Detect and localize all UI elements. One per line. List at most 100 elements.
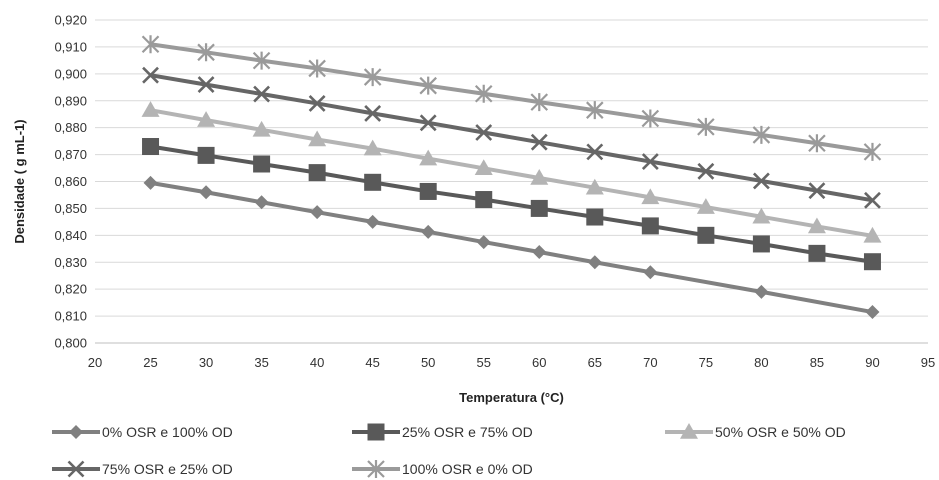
data-point [142,66,159,84]
x-tick-label: 35 [254,355,268,370]
data-point [475,191,493,209]
data-point [197,146,215,164]
legend-label: 25% OSR e 75% OD [402,424,533,440]
data-point [697,226,715,244]
y-tick-labels: 0,800 0,810 0,820 0,830 0,840 0,850 0,860 0,870… [54,13,87,351]
legend-entry: 50% OSR e 50% OD [665,423,846,440]
data-point [143,175,158,190]
data-point [696,198,715,214]
x-tick-label: 75 [699,355,713,370]
x-axis-title: Temperatura (°C) [459,390,564,405]
series-line [150,108,873,238]
data-point [641,217,659,235]
legend-label: 50% OSR e 50% OD [715,424,846,440]
data-point [754,284,769,299]
data-point [252,51,271,70]
data-point [364,173,382,191]
data-point [752,125,771,144]
data-point [308,130,327,147]
data-point [697,117,715,136]
data-point [530,133,548,151]
legend-marker [680,423,698,439]
data-point [697,162,715,180]
legend-label: 0% OSR e 100% OD [102,424,233,440]
data-point [475,124,493,141]
data-point [141,101,160,117]
data-point [197,43,215,62]
data-point [863,226,882,243]
data-point [752,172,770,190]
data-point [419,149,438,166]
data-point [807,217,826,234]
series-layer [141,35,882,320]
data-point [643,265,658,280]
data-point [863,142,882,161]
series-5 [141,35,882,161]
data-point [253,85,271,103]
data-point [421,224,436,239]
data-point [530,199,548,217]
data-point [419,182,437,200]
x-tick-label: 55 [476,355,490,370]
data-point [142,138,160,156]
x-tick-label: 30 [199,355,213,370]
data-point [308,59,326,78]
data-point [252,120,271,137]
x-tick-label: 20 [88,355,102,370]
data-point [364,104,382,122]
data-point [310,205,325,220]
x-tick-label: 95 [921,355,935,370]
data-point [865,305,880,320]
x-tick-label: 40 [310,355,324,370]
data-point [532,245,547,260]
data-point [365,214,380,229]
data-point [585,178,604,195]
legend-entry: 0% OSR e 100% OD [52,424,233,440]
legend-marker [69,425,83,439]
series-line [150,42,873,154]
y-tick-label: 0,850 [54,201,87,216]
data-point [864,191,881,209]
y-tick-label: 0,900 [54,66,87,81]
series-3 [141,101,882,243]
x-tick-label: 70 [643,355,657,370]
data-point [419,76,437,95]
legend: 0% OSR e 100% OD 25% OSR e 75% OD 50% OSR … [52,423,846,478]
data-point [199,185,214,200]
data-point [197,111,216,127]
y-tick-label: 0,820 [54,282,87,297]
data-point [752,235,770,253]
data-point [586,101,604,120]
y-tick-label: 0,910 [54,39,87,54]
data-point [474,84,493,103]
legend-entry: 100% OSR e 0% OD [352,460,533,478]
legend-label: 100% OSR e 0% OD [402,461,533,477]
legend-entry: 75% OSR e 25% OD [52,460,233,478]
y-tick-label: 0,860 [54,174,87,189]
data-point [752,207,771,224]
legend-marker [367,460,385,478]
x-tick-label: 85 [810,355,824,370]
y-tick-label: 0,830 [54,255,87,270]
legend-marker [67,460,85,478]
data-point [197,76,215,94]
data-point [530,169,549,185]
y-tick-label: 0,840 [54,228,87,243]
y-tick-label: 0,800 [54,336,87,351]
data-point [308,95,326,112]
x-tick-label: 45 [365,355,379,370]
data-point [587,255,602,270]
gridlines [95,19,928,317]
data-point [474,159,493,176]
x-tick-label: 50 [421,355,435,370]
series-line [150,180,873,315]
y-tick-label: 0,920 [54,13,87,28]
data-point [586,143,604,161]
y-tick-label: 0,890 [54,93,87,108]
x-tick-labels: 20 25 30 35 40 45 50 55 60 65 70 75 80 85 90 95 [88,355,935,370]
x-tick-label: 25 [143,355,157,370]
series-line [150,73,873,203]
data-point [308,164,326,182]
y-tick-label: 0,880 [54,120,87,135]
data-point [863,253,881,271]
